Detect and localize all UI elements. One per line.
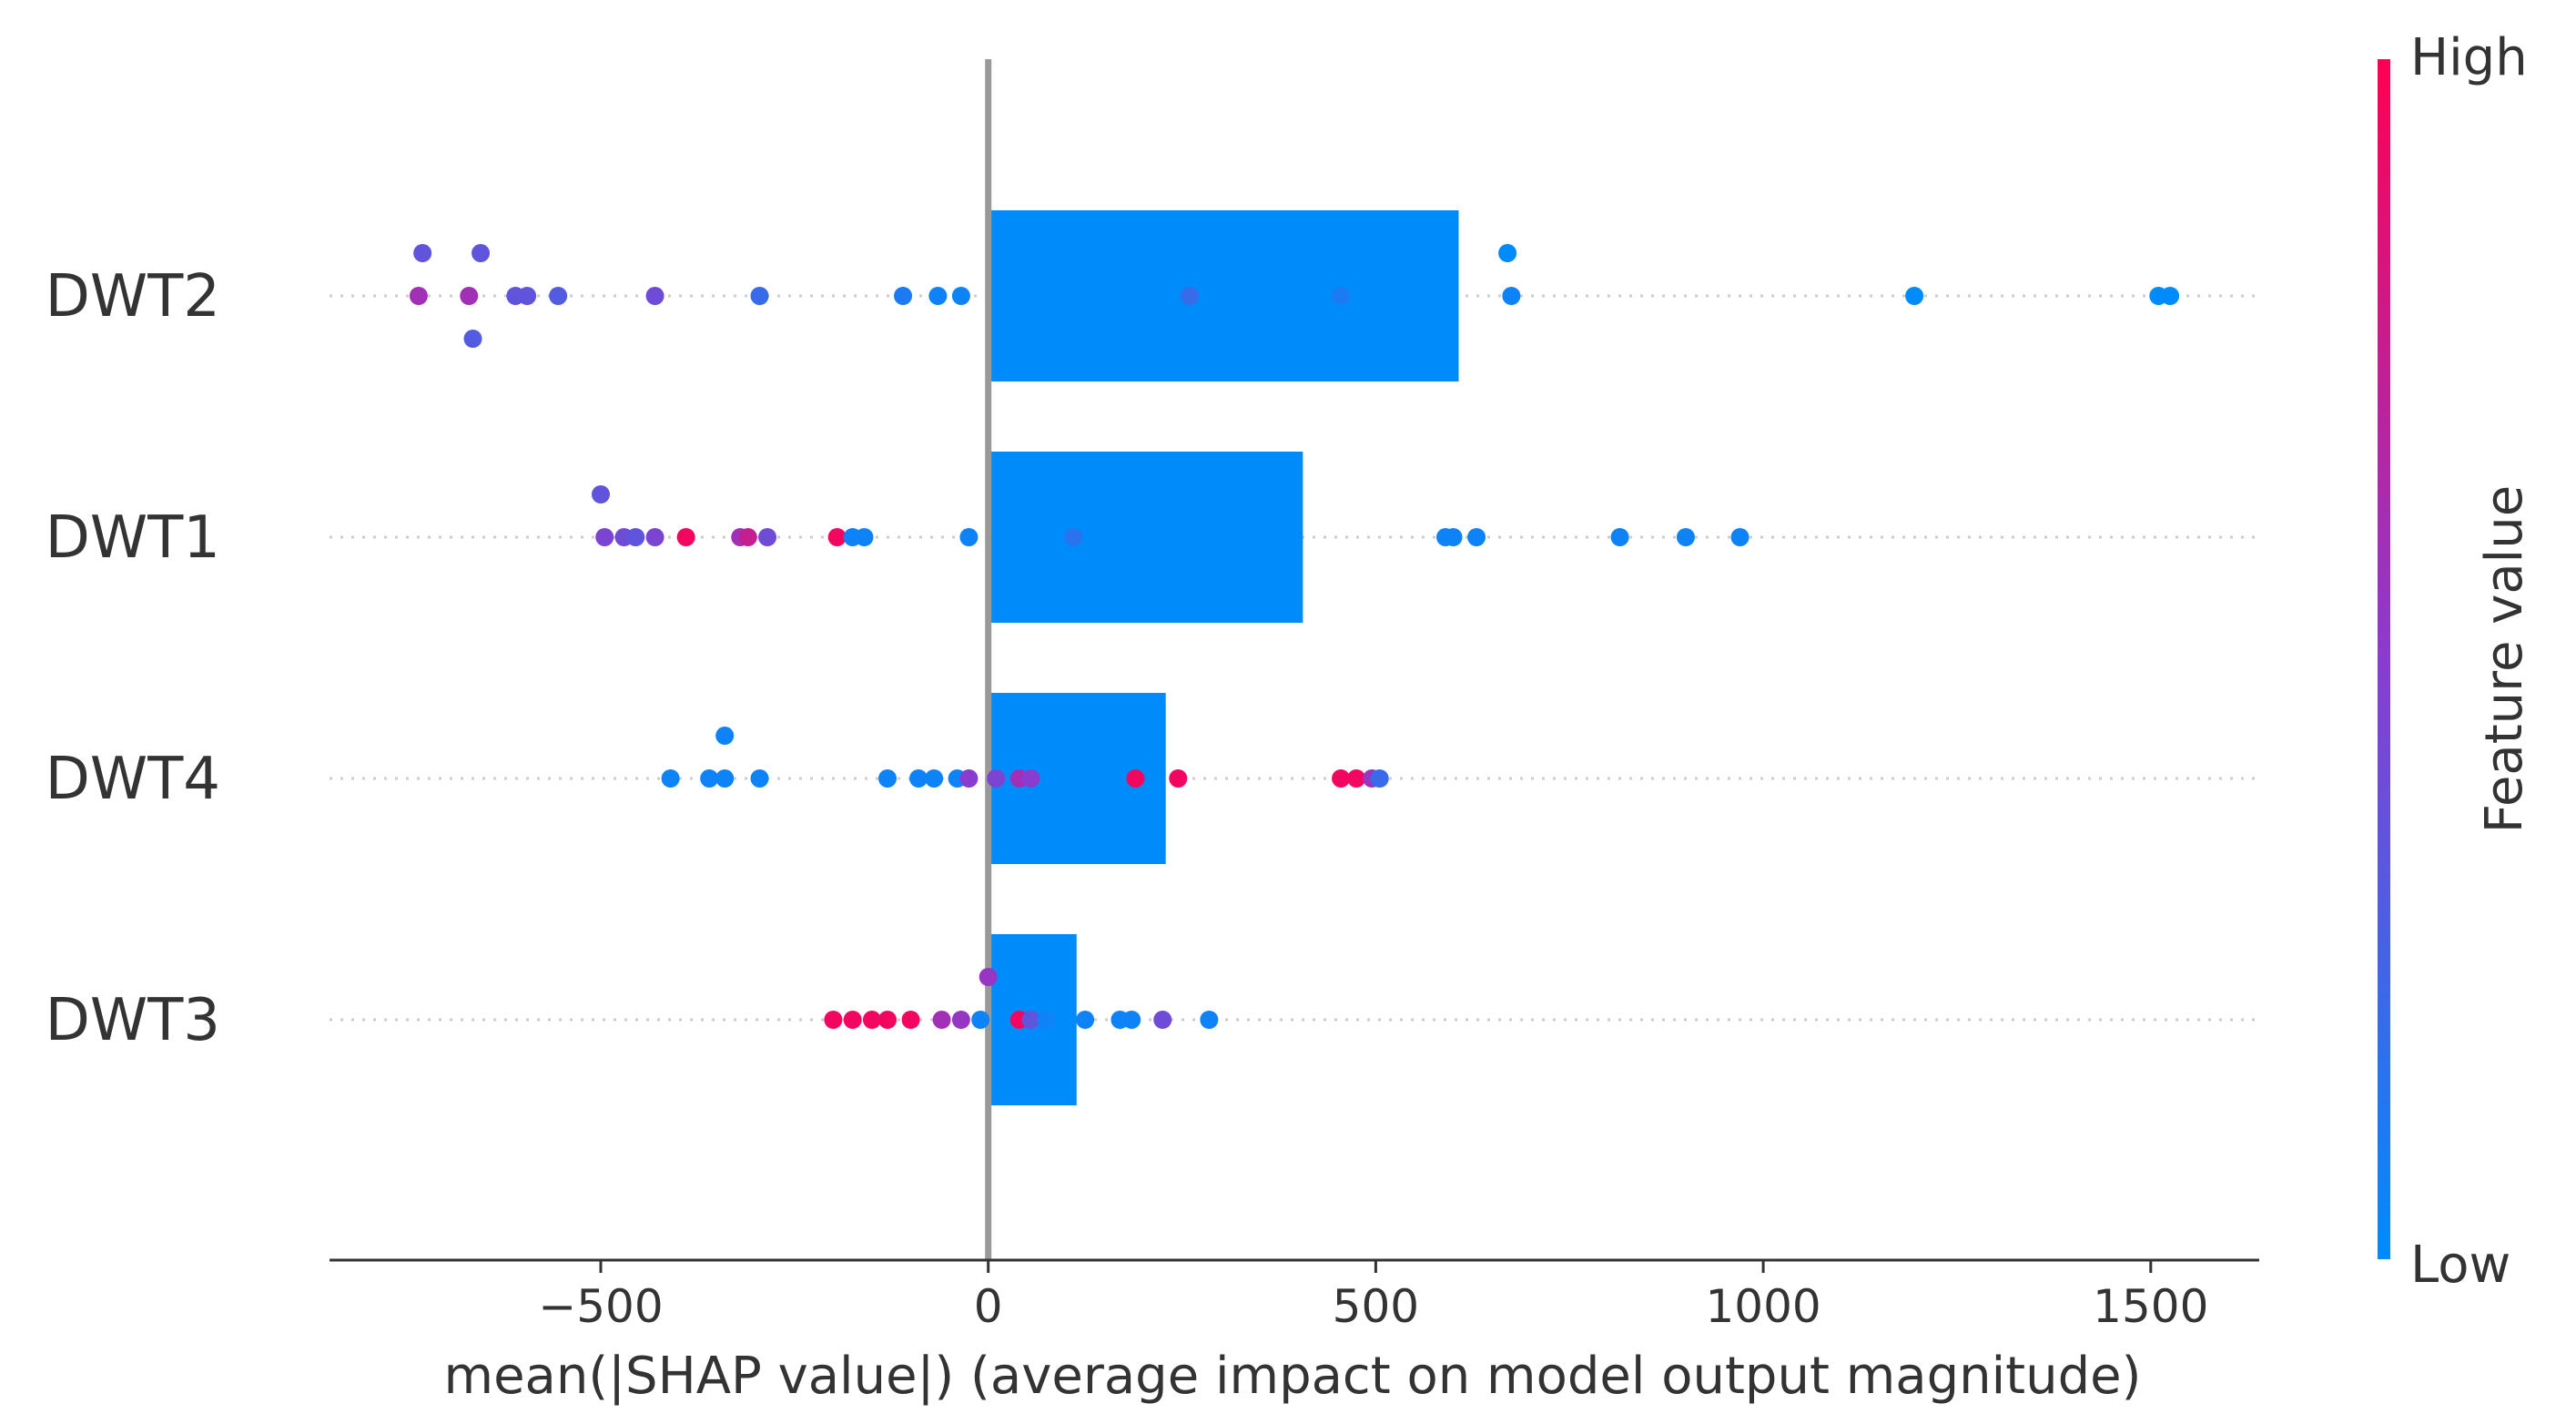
point-dwt3 (951, 1011, 970, 1029)
point-dwt2 (1502, 287, 1521, 305)
point-dwt1 (738, 528, 757, 546)
point-dwt4 (1169, 769, 1188, 788)
point-dwt2 (750, 287, 769, 305)
point-dwt3 (1021, 1011, 1040, 1029)
colorbar-title: Feature value (2475, 485, 2534, 833)
point-dwt1 (959, 528, 979, 546)
point-dwt4 (878, 769, 898, 788)
point-dwt1 (1064, 528, 1083, 546)
x-axis-title: mean(|SHAP value|) (average impact on mo… (444, 1347, 2142, 1406)
point-dwt1 (758, 528, 777, 546)
point-dwt2 (463, 330, 482, 348)
point-dwt4 (1370, 769, 1389, 788)
point-dwt3 (1153, 1011, 1172, 1029)
point-dwt4 (715, 727, 735, 745)
point-dwt2 (1498, 244, 1517, 262)
point-dwt1 (676, 528, 695, 546)
point-dwt4 (1347, 769, 1366, 788)
colorbar: High Low Feature value (2378, 28, 2534, 1295)
point-dwt2 (894, 287, 913, 305)
point-dwt1 (645, 528, 664, 546)
point-dwt4 (750, 769, 769, 788)
point-dwt2 (951, 287, 970, 305)
point-dwt2 (460, 287, 479, 305)
point-dwt1 (1730, 528, 1749, 546)
point-dwt1 (855, 528, 874, 546)
feature-label-dwt3: DWT3 (46, 987, 220, 1054)
colorbar-low-label: Low (2410, 1236, 2510, 1295)
point-dwt2 (2161, 287, 2180, 305)
point-dwt4 (661, 769, 680, 788)
colorbar-gradient (2378, 59, 2390, 1259)
point-dwt3 (1200, 1011, 1219, 1029)
bar-dwt1 (988, 452, 1303, 623)
point-dwt4 (1021, 769, 1040, 788)
point-dwt1 (595, 528, 614, 546)
x-tick-label: 1000 (1705, 1280, 1820, 1333)
point-dwt1 (1467, 528, 1486, 546)
feature-label-dwt2: DWT2 (46, 263, 220, 331)
point-dwt4 (1332, 769, 1351, 788)
point-dwt2 (645, 287, 664, 305)
point-dwt3 (1076, 1011, 1095, 1029)
point-dwt2 (1181, 287, 1200, 305)
point-dwt4 (987, 769, 1006, 788)
point-dwt2 (413, 244, 432, 262)
point-dwt3 (901, 1011, 920, 1029)
point-dwt4 (959, 769, 979, 788)
point-dwt3 (878, 1011, 898, 1029)
point-dwt1 (1610, 528, 1629, 546)
point-dwt3 (971, 1011, 990, 1029)
point-dwt3 (824, 1011, 843, 1029)
point-dwt1 (591, 485, 610, 503)
scatter-points (409, 244, 2180, 1029)
point-dwt4 (925, 769, 944, 788)
x-tick-label: −500 (538, 1280, 663, 1333)
x-tick-label: 500 (1333, 1280, 1419, 1333)
point-dwt2 (1905, 287, 1924, 305)
point-dwt1 (827, 528, 847, 546)
point-dwt2 (409, 287, 428, 305)
point-dwt4 (700, 769, 719, 788)
point-dwt3 (932, 1011, 951, 1029)
point-dwt1 (1676, 528, 1695, 546)
x-tick-label: 1500 (2093, 1280, 2208, 1333)
point-dwt4 (909, 769, 928, 788)
feature-label-dwt4: DWT4 (46, 746, 220, 813)
point-dwt4 (1126, 769, 1145, 788)
point-dwt2 (1332, 287, 1351, 305)
point-dwt2 (928, 287, 948, 305)
point-dwt3 (843, 1011, 862, 1029)
point-dwt2 (549, 287, 568, 305)
point-dwt1 (626, 528, 645, 546)
point-dwt3 (1122, 1011, 1141, 1029)
point-dwt3 (1037, 1011, 1056, 1029)
point-dwt1 (1444, 528, 1463, 546)
bar-dwt2 (988, 210, 1459, 381)
row-guide-lines (330, 294, 2259, 1022)
x-axis: −500 0 500 1000 1500 (330, 1258, 2259, 1333)
feature-labels: DWT2 DWT1 DWT4 DWT3 (46, 263, 220, 1054)
bars (988, 210, 1459, 1105)
feature-label-dwt1: DWT1 (46, 504, 220, 572)
point-dwt3 (979, 968, 998, 986)
point-dwt3 (862, 1011, 881, 1029)
point-dwt4 (715, 769, 735, 788)
colorbar-high-label: High (2410, 28, 2528, 87)
point-dwt2 (518, 287, 537, 305)
point-dwt2 (472, 244, 491, 262)
x-tick-label: 0 (974, 1280, 1003, 1333)
